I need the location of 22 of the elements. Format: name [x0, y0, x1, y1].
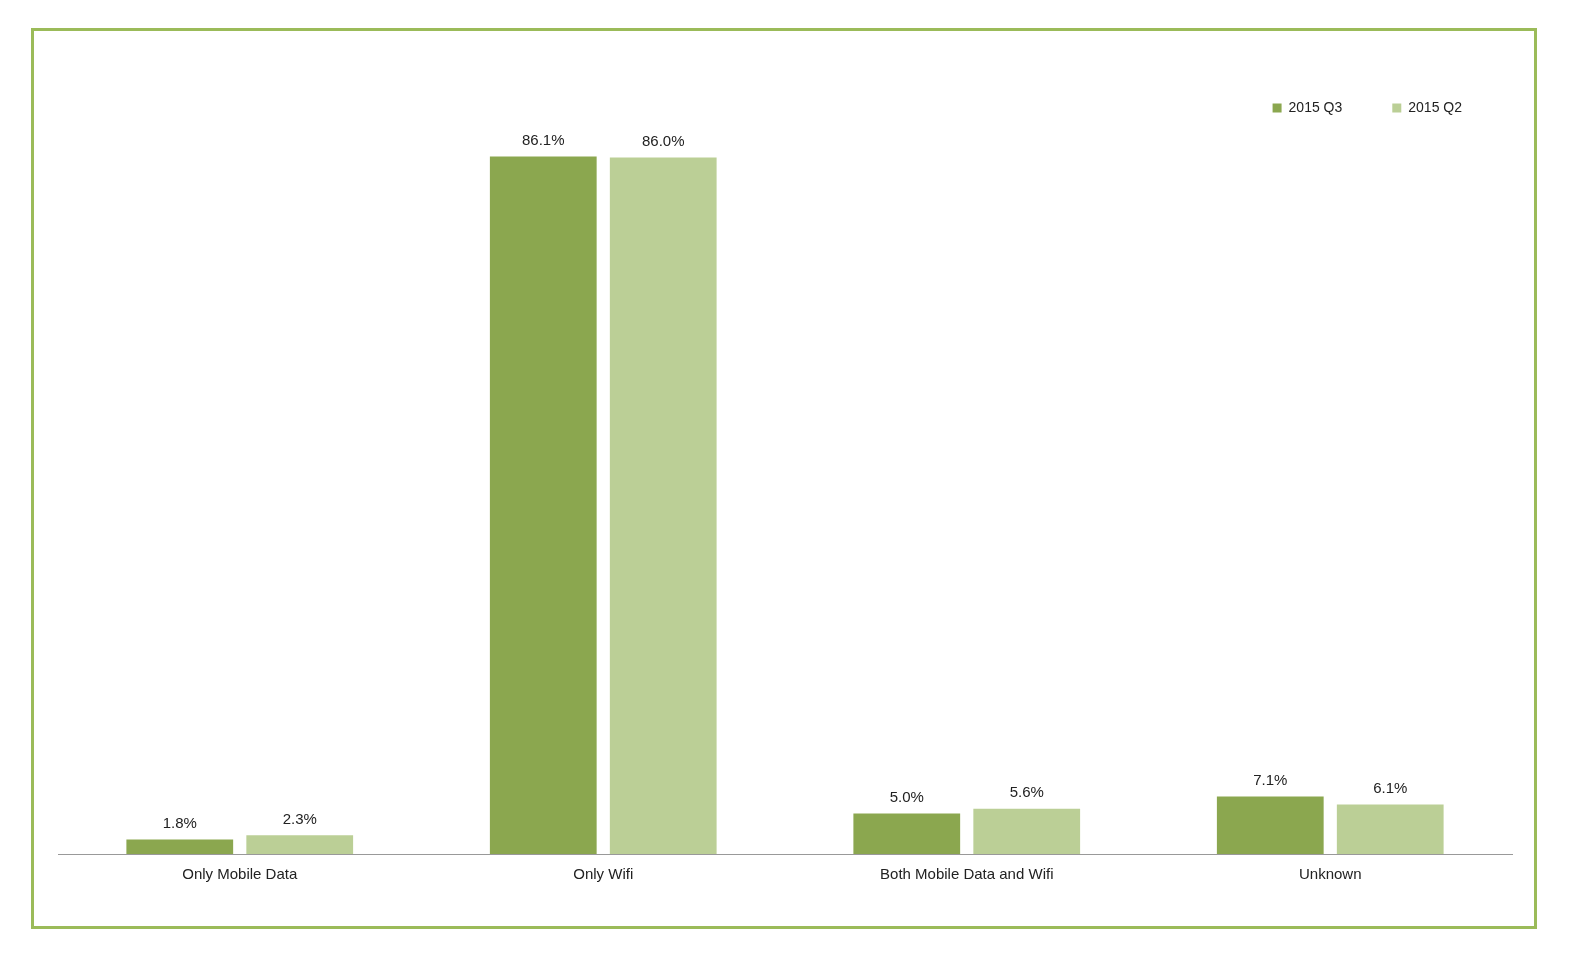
bar: [853, 813, 961, 854]
x-tick-label: Only Mobile Data: [182, 865, 298, 883]
bar: [489, 156, 597, 854]
x-tick-label: Only Wifi: [573, 865, 634, 883]
data-label: 2.3%: [282, 810, 317, 828]
data-label: 7.1%: [1253, 771, 1288, 789]
data-label: 5.6%: [1009, 783, 1044, 801]
legend-label: 2015 Q3: [1288, 98, 1343, 115]
bar: [126, 839, 234, 854]
bar: [246, 835, 354, 854]
legend-label: 2015 Q2: [1408, 98, 1463, 115]
bar: [973, 808, 1081, 854]
bar: [1216, 796, 1324, 854]
bar: [1336, 804, 1444, 854]
x-tick-label: Unknown: [1298, 865, 1362, 883]
data-label: 86.0%: [641, 132, 685, 150]
data-label: 5.0%: [889, 788, 924, 806]
data-label: 86.1%: [522, 131, 565, 149]
x-tick-label: Both Mobile Data and Wifi: [880, 865, 1054, 883]
data-label: 1.8%: [162, 814, 197, 832]
data-label: 6.1%: [1373, 779, 1408, 797]
bar: [609, 157, 717, 854]
